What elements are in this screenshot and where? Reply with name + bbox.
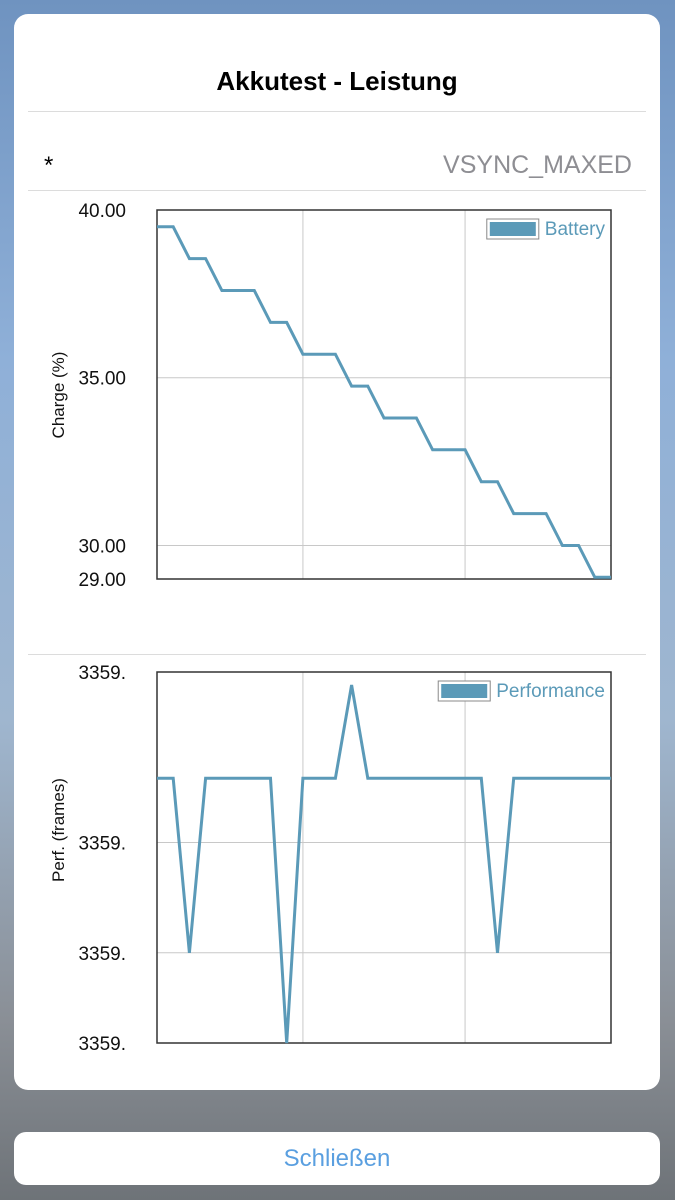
plot-frame: [156, 671, 612, 1044]
y-tick-label: 29.00: [78, 570, 126, 591]
dialog-title: Akkutest - Leistung: [216, 66, 458, 96]
divider: [28, 190, 646, 191]
series-line-performance: [157, 684, 611, 1044]
legend-label: Performance: [496, 681, 605, 702]
y-tick-label: 3359.: [78, 1034, 126, 1055]
legend-swatch: [441, 684, 488, 698]
legend-label: Battery: [545, 219, 606, 240]
row-label: *: [44, 152, 54, 179]
legend-swatch: [489, 222, 536, 236]
charts: 40.00 35.00 30.00 29.00 Charge (%) Battery 335…: [49, 201, 612, 1055]
y-tick-label: 3359.: [78, 944, 126, 965]
row-value: VSYNC_MAXED: [443, 151, 632, 179]
y-axis-label: Charge (%): [49, 352, 68, 439]
y-tick-label: 3359.: [78, 833, 126, 854]
y-tick-label: 3359.: [78, 663, 126, 684]
plot-frame: [156, 209, 612, 580]
y-tick-label: 35.00: [78, 369, 126, 390]
divider: [28, 654, 646, 655]
close-button[interactable]: Schließen: [14, 1132, 660, 1185]
y-tick-label: 30.00: [78, 536, 126, 557]
dialog-card: Akkutest - Leistung * VSYNC_MAXED 40.00 3…: [14, 14, 660, 1090]
y-tick-label: 40.00: [78, 201, 126, 222]
divider: [28, 111, 646, 112]
series-line-battery: [157, 225, 611, 579]
y-axis-label: Perf. (frames): [49, 778, 68, 882]
